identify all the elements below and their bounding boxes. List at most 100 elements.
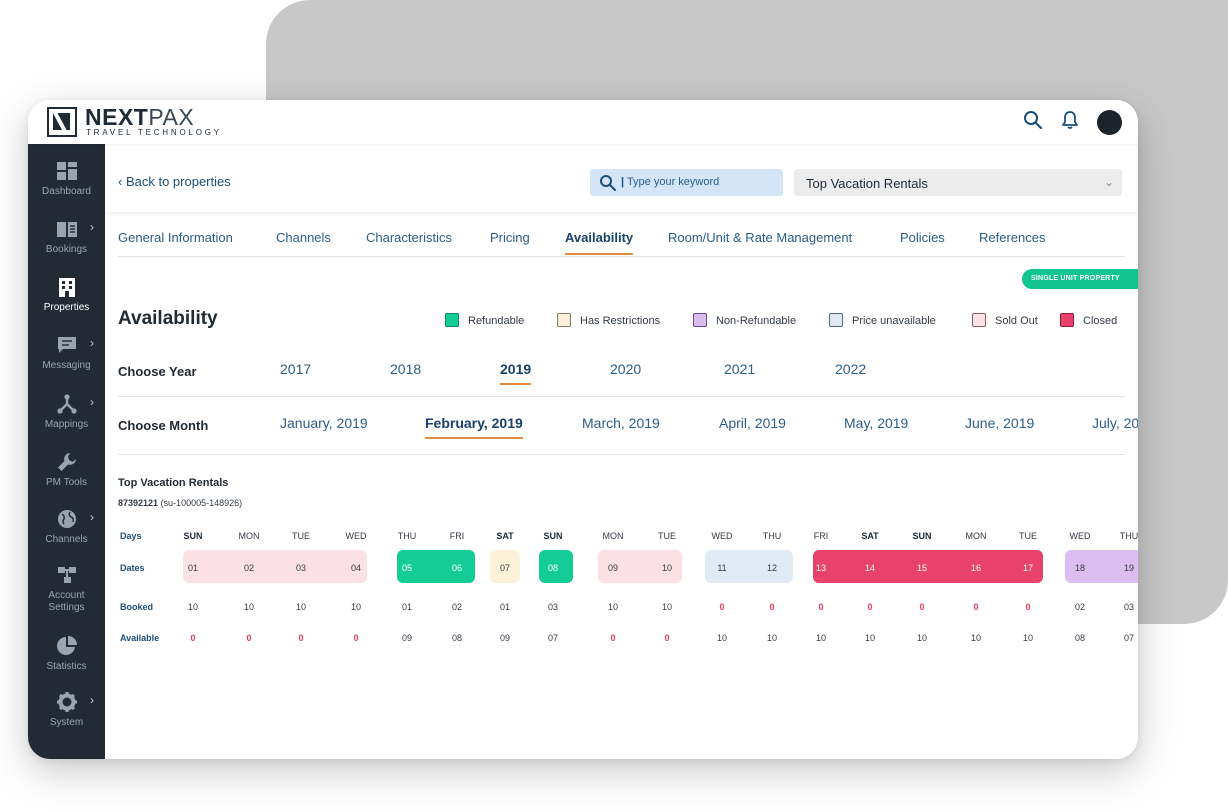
sidebar-item-mappings[interactable]: › Mappings bbox=[28, 387, 105, 439]
day-cell: WED bbox=[711, 531, 733, 541]
available-cell: 0 bbox=[298, 633, 304, 643]
date-cell[interactable]: 13 bbox=[815, 563, 826, 573]
day-cell: THU bbox=[762, 531, 782, 541]
booked-cell: 10 bbox=[350, 602, 361, 612]
main-content: ‹ Back to properties | Type your keyword… bbox=[105, 144, 1138, 759]
booked-cell: 0 bbox=[1025, 602, 1031, 612]
dates-row-label: Dates bbox=[120, 563, 145, 573]
available-cell: 07 bbox=[547, 633, 558, 643]
page-title: Availability bbox=[118, 308, 218, 329]
year-2022[interactable]: 2022 bbox=[835, 361, 867, 377]
chevron-right-icon: › bbox=[90, 336, 94, 350]
day-cell: SUN bbox=[912, 531, 932, 541]
book-icon bbox=[57, 222, 77, 237]
avatar[interactable] bbox=[1097, 109, 1122, 135]
year-2021[interactable]: 2021 bbox=[724, 361, 756, 377]
tab-availability[interactable]: Availability bbox=[565, 230, 634, 255]
month-july[interactable]: July, 2019 bbox=[1092, 415, 1138, 431]
date-cell[interactable]: 15 bbox=[916, 563, 927, 573]
year-2017[interactable]: 2017 bbox=[280, 361, 312, 377]
date-cell[interactable]: 17 bbox=[1022, 563, 1033, 573]
booked-cell: 0 bbox=[719, 602, 725, 612]
year-2018[interactable]: 2018 bbox=[390, 361, 422, 377]
day-cell: TUE bbox=[658, 531, 676, 541]
tab-characteristics[interactable]: Characteristics bbox=[366, 230, 452, 245]
booked-cell: 01 bbox=[499, 602, 510, 612]
legend-sold-out: Sold Out bbox=[972, 313, 1038, 327]
tab-channels[interactable]: Channels bbox=[276, 230, 331, 245]
date-cell[interactable]: 19 bbox=[1123, 563, 1134, 573]
tab-pricing[interactable]: Pricing bbox=[490, 230, 530, 245]
property-name: Top Vacation Rentals bbox=[118, 477, 229, 489]
date-cell[interactable]: 09 bbox=[607, 563, 618, 573]
sidebar-item-label: Statistics bbox=[46, 661, 87, 672]
search-input[interactable]: | Type your keyword bbox=[590, 169, 783, 196]
date-cell[interactable]: 14 bbox=[864, 563, 875, 573]
month-may[interactable]: May, 2019 bbox=[844, 415, 909, 431]
app-window: NEXTPAX TRAVEL TECHNOLOGY Dashboard › Bo… bbox=[28, 100, 1138, 759]
date-cell[interactable]: 01 bbox=[187, 563, 198, 573]
month-february[interactable]: February, 2019 bbox=[425, 415, 523, 439]
month-january[interactable]: January, 2019 bbox=[280, 415, 368, 431]
closed-range bbox=[813, 550, 1043, 583]
day-cell: TUE bbox=[1019, 531, 1037, 541]
day-cell: MON bbox=[965, 531, 987, 541]
day-cell: SUN bbox=[543, 531, 563, 541]
chevron-right-icon: › bbox=[90, 510, 94, 524]
tab-room-unit-rate-management[interactable]: Room/Unit & Rate Management bbox=[668, 230, 853, 245]
available-cell: 09 bbox=[401, 633, 412, 643]
tab-general-information[interactable]: General Information bbox=[118, 230, 233, 245]
has-restrictions-range bbox=[490, 550, 520, 583]
sidebar-item-properties[interactable]: Properties bbox=[28, 270, 105, 322]
month-march[interactable]: March, 2019 bbox=[582, 415, 660, 431]
logo-icon bbox=[47, 107, 77, 137]
chat-icon bbox=[58, 337, 76, 353]
legend-refundable: Refundable bbox=[445, 313, 524, 327]
bell-icon[interactable] bbox=[1061, 110, 1079, 135]
year-2020[interactable]: 2020 bbox=[610, 361, 642, 377]
non-refundable-range bbox=[1065, 550, 1138, 583]
available-cell: 10 bbox=[970, 633, 981, 643]
date-cell[interactable]: 06 bbox=[451, 563, 462, 573]
single-unit-badge: SINGLE UNIT PROPERTY bbox=[1022, 269, 1138, 289]
date-cell[interactable]: 03 bbox=[295, 563, 306, 573]
back-to-properties-link[interactable]: ‹ Back to properties bbox=[118, 174, 231, 189]
month-april[interactable]: April, 2019 bbox=[719, 415, 786, 431]
sidebar-item-bookings[interactable]: › Bookings bbox=[28, 212, 105, 264]
date-cell[interactable]: 04 bbox=[350, 563, 361, 573]
tab-references[interactable]: References bbox=[979, 230, 1046, 245]
sidebar-item-account-settings[interactable]: Account Settings bbox=[28, 558, 105, 620]
search-icon[interactable] bbox=[1023, 110, 1043, 135]
sidebar-item-channels[interactable]: › Channels bbox=[28, 502, 105, 554]
date-cell[interactable]: 18 bbox=[1074, 563, 1085, 573]
sidebar-item-messaging[interactable]: › Messaging bbox=[28, 328, 105, 380]
search-icon bbox=[600, 175, 616, 191]
day-cell: FRI bbox=[813, 531, 829, 541]
sidebar-item-dashboard[interactable]: Dashboard bbox=[28, 154, 105, 206]
sidebar-item-pm-tools[interactable]: PM Tools bbox=[28, 445, 105, 497]
pie-chart-icon bbox=[57, 636, 77, 655]
month-june[interactable]: June, 2019 bbox=[965, 415, 1035, 431]
booked-cell: 10 bbox=[243, 602, 254, 612]
date-cell[interactable]: 02 bbox=[243, 563, 254, 573]
day-cell: SUN bbox=[183, 531, 203, 541]
date-cell[interactable]: 16 bbox=[970, 563, 981, 573]
year-2019[interactable]: 2019 bbox=[500, 361, 532, 385]
sidebar-item-statistics[interactable]: Statistics bbox=[28, 629, 105, 681]
date-cell[interactable]: 11 bbox=[717, 563, 727, 573]
date-cell[interactable]: 08 bbox=[547, 563, 558, 573]
date-cell[interactable]: 12 bbox=[766, 563, 777, 573]
legend-price-unavailable: Price unavailable bbox=[829, 313, 936, 327]
available-cell: 0 bbox=[610, 633, 616, 643]
chevron-right-icon: › bbox=[90, 395, 94, 409]
property-select[interactable]: Top Vacation Rentals ⌄ bbox=[794, 169, 1122, 196]
tab-policies[interactable]: Policies bbox=[900, 230, 945, 245]
account-settings-icon bbox=[58, 567, 76, 583]
available-cell: 0 bbox=[246, 633, 252, 643]
day-cell: FRI bbox=[449, 531, 465, 541]
date-cell[interactable]: 05 bbox=[401, 563, 412, 573]
date-cell[interactable]: 10 bbox=[661, 563, 672, 573]
date-cell[interactable]: 07 bbox=[499, 563, 510, 573]
sidebar-item-system[interactable]: › System bbox=[28, 685, 105, 737]
booked-cell: 02 bbox=[451, 602, 462, 612]
